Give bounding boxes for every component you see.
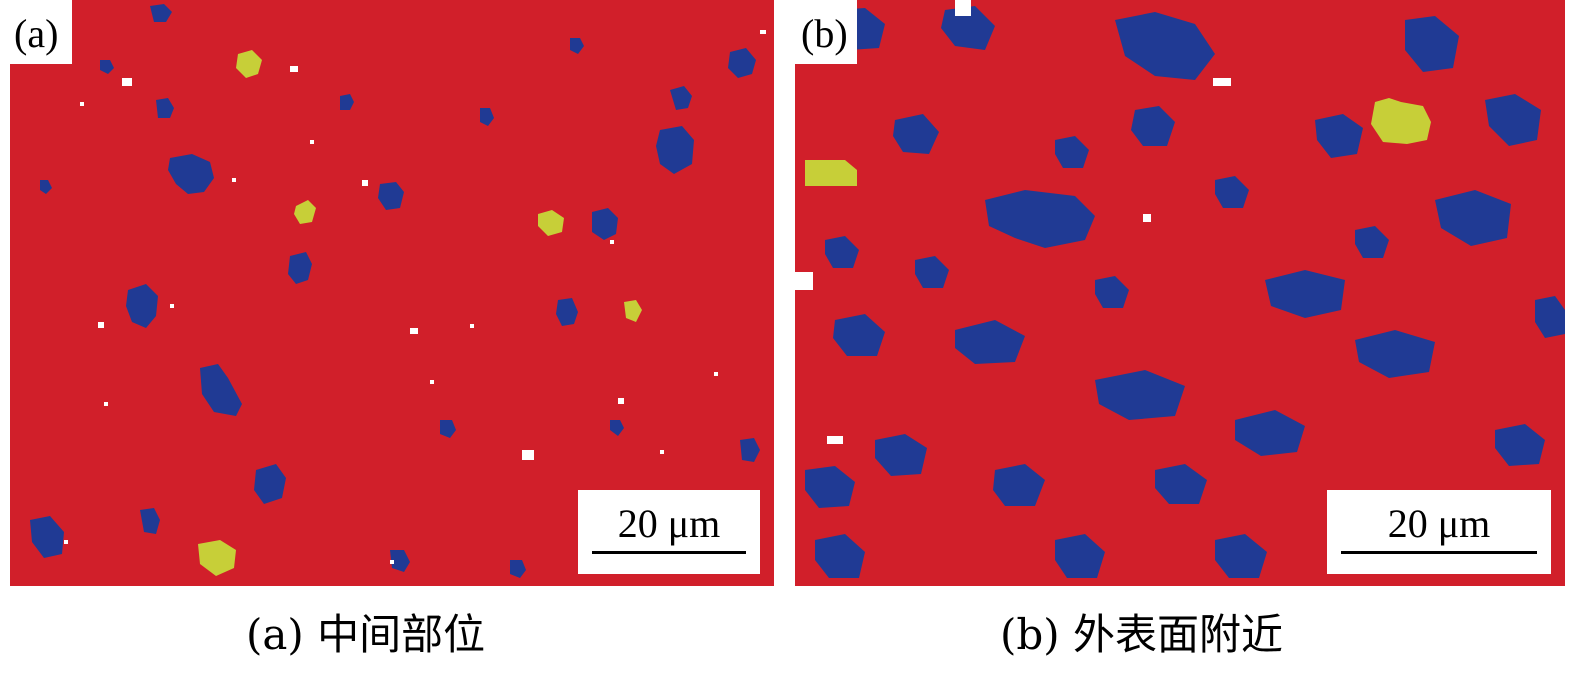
phase-map-a: (a) 20 μm [10, 0, 774, 586]
panel-label-a: (a) [10, 0, 72, 64]
caption-a: (a) 中间部位 [246, 610, 486, 659]
caption-b: (b) 外表面附近 [1000, 610, 1284, 659]
phase-map-a-image [10, 0, 774, 586]
scale-bar-box-b: 20 μm [1327, 490, 1551, 574]
scale-bar-box-a: 20 μm [578, 490, 760, 574]
phase-map-b-image [795, 0, 1565, 586]
phase-map-b: (b) 20 μm [795, 0, 1565, 586]
scale-bar-b [1341, 551, 1537, 554]
panel-label-b: (b) [795, 0, 857, 64]
scale-bar-label-a: 20 μm [617, 501, 721, 546]
scale-bar-a [592, 551, 746, 554]
scale-bar-label-b: 20 μm [1387, 501, 1491, 546]
